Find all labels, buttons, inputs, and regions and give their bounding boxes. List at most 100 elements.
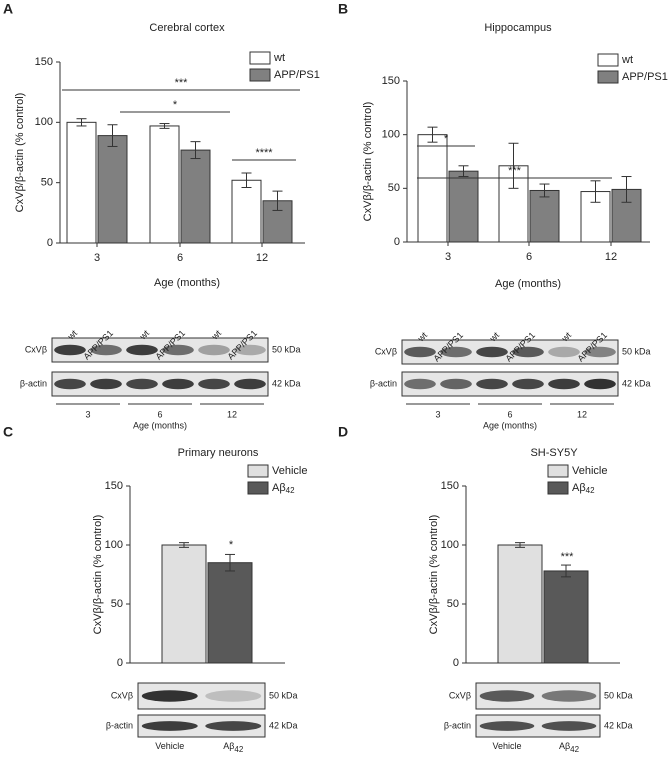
- blot-band: [126, 344, 158, 356]
- legend-label-main: Aβ: [272, 482, 286, 494]
- blot-row-label: β-actin: [370, 378, 397, 388]
- blot-band: [205, 690, 262, 702]
- blot-strip: [401, 339, 619, 365]
- error-bar: [458, 165, 469, 178]
- error-bar: [621, 176, 632, 203]
- x-axis-label: Age (months): [495, 278, 561, 290]
- blot-row-label: β-actin: [106, 720, 133, 730]
- blot-band: [541, 690, 597, 702]
- error-bar: [515, 542, 525, 548]
- error-bar: [427, 126, 438, 143]
- y-tick-label: 0: [394, 236, 400, 248]
- blot-row-label: β-actin: [444, 720, 471, 730]
- significance-label: ***: [508, 165, 522, 177]
- blot-group-label: 3: [435, 409, 440, 419]
- blot-band: [476, 346, 508, 358]
- blot-size-label: 42 kDa: [272, 378, 301, 388]
- legend-swatch: [547, 464, 569, 478]
- significance-label: *: [173, 99, 178, 111]
- blot-band: [584, 346, 616, 358]
- blot-band: [541, 721, 597, 731]
- legend-label: wt: [273, 52, 285, 64]
- blot-group-label: 12: [577, 409, 587, 419]
- y-tick-label: 0: [117, 657, 123, 669]
- bar: [180, 149, 211, 244]
- legend-label: Aβ42: [272, 482, 295, 495]
- blot-band: [479, 690, 535, 702]
- error-bar: [272, 190, 283, 211]
- blot-size-label: 50 kDa: [269, 690, 298, 700]
- panel-letter: B: [338, 1, 348, 17]
- chart-title: Cerebral cortex: [149, 22, 225, 34]
- error-bar: [190, 141, 201, 160]
- blot-size-label: 50 kDa: [604, 690, 633, 700]
- panel-letter: A: [3, 1, 13, 17]
- legend-label-sub: 42: [586, 486, 595, 495]
- blot-band: [198, 344, 230, 356]
- blot-band: [205, 721, 262, 731]
- panel-letter: D: [338, 424, 348, 440]
- error-bar: [225, 553, 235, 572]
- blot-lane-label-main: Aβ: [559, 741, 570, 751]
- legend-label: APP/PS1: [622, 71, 668, 83]
- blot-x-label: Age (months): [483, 420, 537, 430]
- y-tick-label: 0: [47, 237, 53, 249]
- blot-band: [548, 346, 580, 358]
- blot-lane-label-main: Aβ: [223, 741, 234, 751]
- legend-label: Vehicle: [572, 465, 607, 477]
- blot-strip: [475, 714, 601, 738]
- blot-band: [548, 378, 580, 390]
- blot-size-label: 42 kDa: [604, 720, 633, 730]
- blot-lane-label-sub: 42: [570, 745, 579, 754]
- legend-swatch: [249, 51, 271, 65]
- significance-label: ***: [561, 551, 575, 563]
- blot-row-label: CxVβ: [111, 690, 133, 700]
- blot-strip: [51, 371, 269, 397]
- y-tick-label: 150: [35, 56, 53, 68]
- y-axis-label: CxVβ/β-actin (% control): [92, 515, 104, 635]
- blot-x-label: Age (months): [133, 420, 187, 430]
- y-tick-label: 150: [382, 75, 400, 87]
- bar: [543, 570, 589, 664]
- significance-label: *: [229, 539, 234, 551]
- error-bar: [561, 564, 571, 578]
- blot-lane-label-main: Vehicle: [492, 741, 521, 751]
- error-bar: [508, 142, 519, 189]
- error-bar: [539, 183, 550, 198]
- blot-lane-label-main: Vehicle: [155, 741, 184, 751]
- y-tick-label: 0: [453, 657, 459, 669]
- blot-band: [234, 378, 266, 390]
- y-tick-label: 50: [447, 598, 459, 610]
- blot-size-label: 42 kDa: [269, 720, 298, 730]
- blot-band: [162, 378, 194, 390]
- y-axis-label: CxVβ/β-actin (% control): [362, 102, 374, 222]
- bar: [529, 189, 560, 243]
- x-tick-label: 3: [94, 252, 100, 264]
- blot-band: [234, 344, 266, 356]
- significance-label: ****: [255, 147, 273, 159]
- y-tick-label: 50: [388, 182, 400, 194]
- blot-lane-label-sub: 42: [234, 745, 243, 754]
- y-tick-label: 100: [382, 129, 400, 141]
- blot-strip: [51, 337, 269, 363]
- blot-band: [54, 378, 86, 390]
- y-tick-label: 150: [441, 480, 459, 492]
- blot-band: [141, 690, 198, 702]
- bar: [66, 121, 97, 244]
- blot-band: [512, 378, 544, 390]
- error-bar: [179, 542, 189, 548]
- blot-band: [440, 346, 472, 358]
- chart-title: Primary neurons: [178, 447, 259, 459]
- blot-row-label: β-actin: [20, 378, 47, 388]
- blot-band: [141, 721, 198, 731]
- significance-label: *: [444, 133, 449, 145]
- blot-group-label: 6: [507, 409, 512, 419]
- blot-row-label: CxVβ: [375, 346, 397, 356]
- blot-band: [198, 378, 230, 390]
- panel-letter: C: [3, 424, 13, 440]
- legend-label: Aβ42: [572, 482, 595, 495]
- blot-strip: [401, 371, 619, 397]
- chart-title: Hippocampus: [484, 22, 552, 34]
- blot-band: [404, 378, 436, 390]
